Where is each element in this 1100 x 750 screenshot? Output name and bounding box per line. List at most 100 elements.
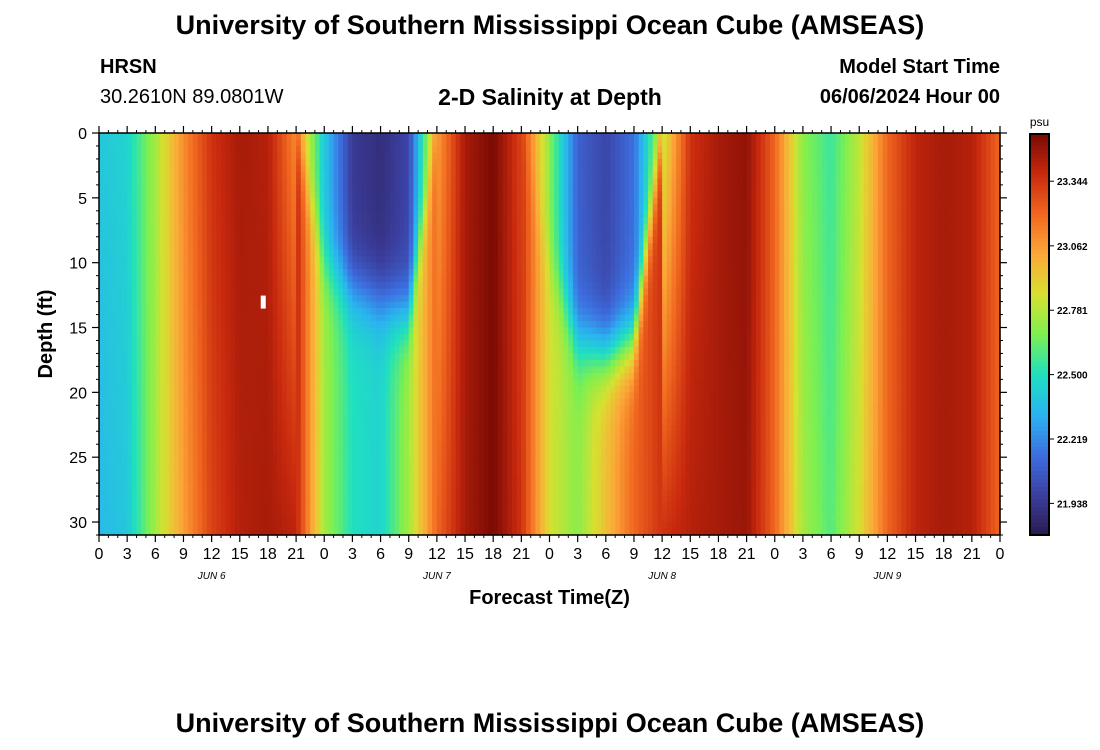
heatmap-cell <box>361 178 368 186</box>
heatmap-cell <box>282 470 288 478</box>
heatmap-cell <box>160 158 166 167</box>
heatmap-cell <box>310 256 316 264</box>
heatmap-cell <box>263 463 269 471</box>
heatmap-cell <box>286 431 292 439</box>
heatmap-cell <box>305 450 311 458</box>
heatmap-cell <box>450 463 457 471</box>
heatmap-cell <box>441 223 447 231</box>
heatmap-cell <box>394 308 400 316</box>
heatmap-cell <box>258 249 264 257</box>
heatmap-cell <box>230 256 236 264</box>
heatmap-cell <box>319 133 325 141</box>
heatmap-cell <box>310 340 316 348</box>
heatmap-cell <box>267 210 274 218</box>
heatmap-cell <box>169 346 175 355</box>
heatmap-cell <box>145 223 152 231</box>
heatmap-cell <box>333 301 339 309</box>
heatmap-cell <box>432 431 438 439</box>
heatmap-cell <box>155 139 161 147</box>
heatmap-cell <box>338 275 344 283</box>
heatmap-cell <box>117 295 124 303</box>
heatmap-cell <box>418 301 424 309</box>
heatmap-cell <box>408 236 415 244</box>
heatmap-cell <box>291 398 297 406</box>
heatmap-cell <box>446 243 452 251</box>
heatmap-cell <box>103 256 109 264</box>
heatmap-cell <box>150 522 156 530</box>
heatmap-cell <box>127 288 133 296</box>
heatmap-cell <box>366 411 372 419</box>
heatmap-cell <box>160 528 166 536</box>
heatmap-cell <box>131 457 138 465</box>
heatmap-cell <box>310 269 316 277</box>
heatmap-cell <box>206 184 213 192</box>
heatmap-cell <box>216 327 222 335</box>
heatmap-cell <box>267 197 274 205</box>
heatmap-cell <box>296 366 302 374</box>
heatmap-cell <box>450 288 457 296</box>
heatmap-cell <box>291 223 297 231</box>
heatmap-cell <box>127 405 133 413</box>
heatmap-cell <box>389 379 396 387</box>
heatmap-cell <box>441 346 447 355</box>
heatmap-cell <box>113 359 119 368</box>
heatmap-cell <box>206 197 213 205</box>
heatmap-cell <box>371 249 377 257</box>
heatmap-cell <box>183 457 189 465</box>
heatmap-cell <box>267 171 274 179</box>
heatmap-cell <box>267 158 274 167</box>
heatmap-cell <box>178 457 185 465</box>
heatmap-cell <box>197 262 203 270</box>
heatmap-cell <box>328 301 335 309</box>
heatmap-cell <box>277 379 283 387</box>
heatmap-cell <box>380 204 386 212</box>
heatmap-cell <box>258 353 264 361</box>
heatmap-cell <box>155 327 161 335</box>
heatmap-cell <box>441 133 447 141</box>
heatmap-cell <box>235 405 241 413</box>
heatmap-cell <box>206 191 213 199</box>
heatmap-cell <box>380 359 386 368</box>
heatmap-cell <box>103 223 109 231</box>
heatmap-cell <box>145 509 152 517</box>
heatmap-cell <box>361 217 368 225</box>
heatmap-cell <box>258 321 264 329</box>
heatmap-cell <box>413 463 419 471</box>
heatmap-cell <box>408 502 415 510</box>
heatmap-cell <box>333 327 339 335</box>
heatmap-cell <box>197 470 203 478</box>
heatmap-cell <box>343 372 349 380</box>
heatmap-cell <box>263 346 269 355</box>
heatmap-cell <box>150 321 156 329</box>
heatmap-cell <box>155 184 161 192</box>
heatmap-cell <box>366 509 372 517</box>
heatmap-cell <box>418 165 424 173</box>
heatmap-cell <box>99 463 105 471</box>
heatmap-cell <box>221 165 227 173</box>
heatmap-cell <box>460 184 466 192</box>
heatmap-cell <box>427 288 433 296</box>
heatmap-cell <box>239 522 246 530</box>
heatmap-cell <box>404 444 410 452</box>
heatmap-cell <box>347 515 353 523</box>
heatmap-cell <box>324 509 330 517</box>
heatmap-cell <box>328 502 335 510</box>
heatmap-cell <box>385 509 391 517</box>
heatmap-cell <box>474 152 480 160</box>
heatmap-cell <box>282 457 288 465</box>
heatmap-cell <box>399 398 405 406</box>
heatmap-cell <box>385 178 391 186</box>
heatmap-cell <box>441 314 447 322</box>
heatmap-cell <box>328 437 335 445</box>
heatmap-cell <box>328 366 335 374</box>
heatmap-cell <box>150 418 156 426</box>
heatmap-cell <box>230 301 236 309</box>
heatmap-cell <box>441 288 447 296</box>
heatmap-cell <box>235 204 241 212</box>
heatmap-cell <box>385 230 391 238</box>
heatmap-cell <box>418 133 424 141</box>
heatmap-cell <box>399 457 405 465</box>
heatmap-cell <box>188 288 194 296</box>
heatmap-cell <box>286 502 292 510</box>
heatmap-cell <box>230 366 236 374</box>
